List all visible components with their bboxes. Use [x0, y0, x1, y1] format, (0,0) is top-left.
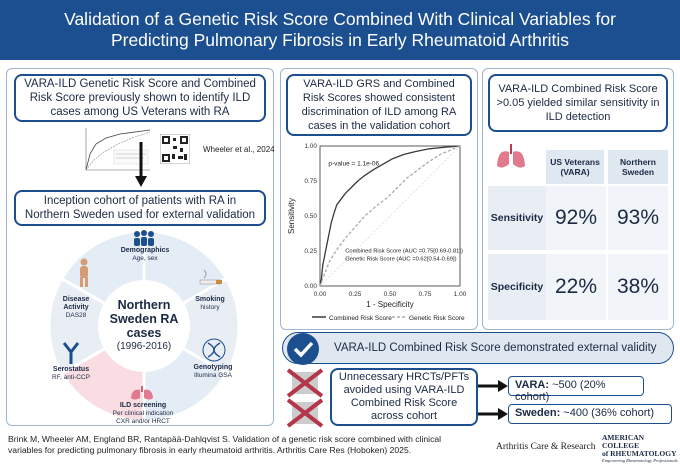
variables-wheel: [47, 229, 241, 423]
x-tick-label: 0.50: [384, 291, 397, 298]
lungs-icon: [497, 144, 525, 168]
y-tick-label: 0.50: [304, 213, 317, 220]
vara-value: ~500 (20% cohort): [515, 379, 606, 403]
segment-ild-screening: ILD screening Per clinical indication CX…: [108, 402, 178, 426]
prior-study-box: VARA-ILD Genetic Risk Score and Combined…: [14, 74, 266, 122]
segment-title: Serostatus: [52, 366, 90, 373]
segment-sub: Illumina GSA: [194, 372, 232, 379]
segment-sub: Per clinical indication CXR and/or HRCT: [112, 410, 174, 425]
wheel-center-line: Sweden RA: [109, 312, 179, 326]
title-banner: Validation of a Genetic Risk Score Combi…: [0, 0, 680, 60]
legend-combined-label: Combined Risk Score: [329, 315, 392, 322]
banner-text: VARA-ILD Combined Risk Score demonstrate…: [334, 342, 657, 354]
sweden-value: ~400 (36% cohort): [560, 407, 655, 419]
sweden-label: Sweden:: [515, 407, 561, 419]
cigarette-icon: [199, 269, 222, 285]
segment-sub: RF, anti-CCP: [52, 374, 90, 381]
sensitivity-vara: 92%: [546, 186, 606, 250]
x-axis-label: 1 - Specificity: [366, 300, 414, 309]
segment-demographics: Demographics Age, sex: [120, 247, 170, 263]
x-tick-label: 0.25: [349, 291, 362, 298]
x-tick-label: 0.00: [314, 291, 327, 298]
dna-icon: [202, 338, 226, 362]
segment-title: Genotyping: [193, 364, 233, 371]
right-arrow-icon: [478, 408, 508, 420]
row-label-sensitivity: Sensitivity: [488, 186, 546, 250]
segment-disease-activity: Disease Activity DAS28: [56, 296, 96, 320]
citation-footer: Brink M, Wheeler AM, England BR, Rantapä…: [8, 434, 442, 455]
auc-combined-label: Combined Risk Score (AUC =0.75[0.69-0.81…: [345, 248, 463, 254]
specificity-vara: 22%: [546, 254, 606, 320]
row-label-specificity: Specificity: [488, 254, 546, 320]
segment-title: Demographics: [120, 247, 170, 254]
auc-genetic-label: Genetic Risk Score (AUC =0.62[0.54-0.69]…: [345, 256, 456, 262]
segment-serostatus: Serostatus RF, anti-CCP: [46, 366, 96, 382]
journal-name: Arthritis Care & Research: [496, 442, 596, 452]
col-header-northern-sweden: Northern Sweden: [608, 150, 668, 184]
genetic-risk-score-line: [319, 145, 461, 287]
segment-sub: DAS28: [65, 312, 87, 319]
checkmark-icon: [287, 333, 319, 365]
wheel-center-line: cases: [126, 326, 162, 340]
acr-logo-line: AMERICAN COLLEGE: [602, 433, 645, 450]
diagonal-reference: [319, 145, 461, 287]
wheel-center-line: Northern: [117, 298, 171, 312]
y-tick-label: 0.75: [304, 178, 317, 185]
external-validity-banner: [282, 332, 674, 364]
acr-logo-line: of RHEUMATOLOGY: [602, 449, 677, 458]
wheel-center: Northern Sweden RA cases (1996-2016): [102, 298, 186, 353]
lungs-icon: [131, 386, 153, 400]
segment-title: Disease Activity: [62, 296, 90, 311]
p-value-annotation: p-value = 1.1e-06: [328, 161, 379, 168]
right-arrow-icon: [478, 380, 508, 392]
segment-sub: Age, sex: [132, 255, 158, 262]
sensitivity-sweden: 93%: [608, 186, 668, 250]
threshold-box: VARA-ILD Combined Risk Score >0.05 yield…: [488, 74, 668, 132]
segment-title: ILD screening: [119, 402, 167, 409]
qr-code-icon: [160, 134, 190, 164]
y-tick-label: 1.00: [304, 143, 317, 150]
vara-result: VARA: ~500 (20% cohort): [508, 376, 644, 403]
combined-risk-score-line: [319, 145, 461, 287]
citation: Wheeler et al., 2024: [203, 145, 275, 154]
legend-genetic-label: Genetic Risk Score: [409, 315, 465, 322]
col-header-us-veterans: US Veterans (VARA): [546, 150, 604, 184]
segment-title: Smoking: [195, 296, 225, 303]
x-tick-label: 0.75: [419, 291, 432, 298]
roc-chart: 0.00 0.25 0.50 0.75 1.00 0.00 0.25 0.50 0.75 1.00…: [287, 143, 467, 322]
group-people-icon: [134, 230, 154, 246]
down-arrow-icon: [135, 142, 147, 187]
acr-logo: AMERICAN COLLEGE of RHEUMATOLOGY Empower…: [602, 434, 678, 464]
segment-sub: history: [200, 304, 220, 311]
acr-tagline: Empowering Rheumatology Professionals: [602, 458, 678, 463]
title-line-1: Validation of a Genetic Risk Score Combi…: [64, 9, 616, 29]
segment-genotyping: Genotyping Illumina GSA: [188, 364, 238, 380]
specificity-sweden: 38%: [608, 254, 668, 320]
y-axis-label: Sensitivity: [287, 198, 296, 234]
y-tick-label: 0.00: [304, 283, 317, 290]
x-tick-label: 1.00: [454, 291, 467, 298]
avoided-tests-box: Unnecessary HRCTs/PFTs avoided using VAR…: [330, 368, 478, 426]
sweden-result: Sweden: ~400 (36% cohort): [508, 404, 672, 424]
body-figure-icon: [80, 258, 88, 287]
wheel-center-years: (1996-2016): [116, 341, 172, 352]
vara-label: VARA:: [515, 379, 550, 391]
antibody-icon: [62, 342, 80, 364]
title-line-2: Predicting Pulmonary Fibrosis in Early R…: [110, 30, 570, 50]
inception-cohort-box: Inception cohort of patients with RA in …: [14, 190, 266, 226]
segment-smoking: Smoking history: [190, 296, 230, 312]
y-tick-label: 0.25: [304, 248, 317, 255]
validation-box: VARA-ILD GRS and Combined Risk Scores sh…: [286, 74, 472, 136]
crossed-out-scan-icon: [286, 368, 324, 428]
